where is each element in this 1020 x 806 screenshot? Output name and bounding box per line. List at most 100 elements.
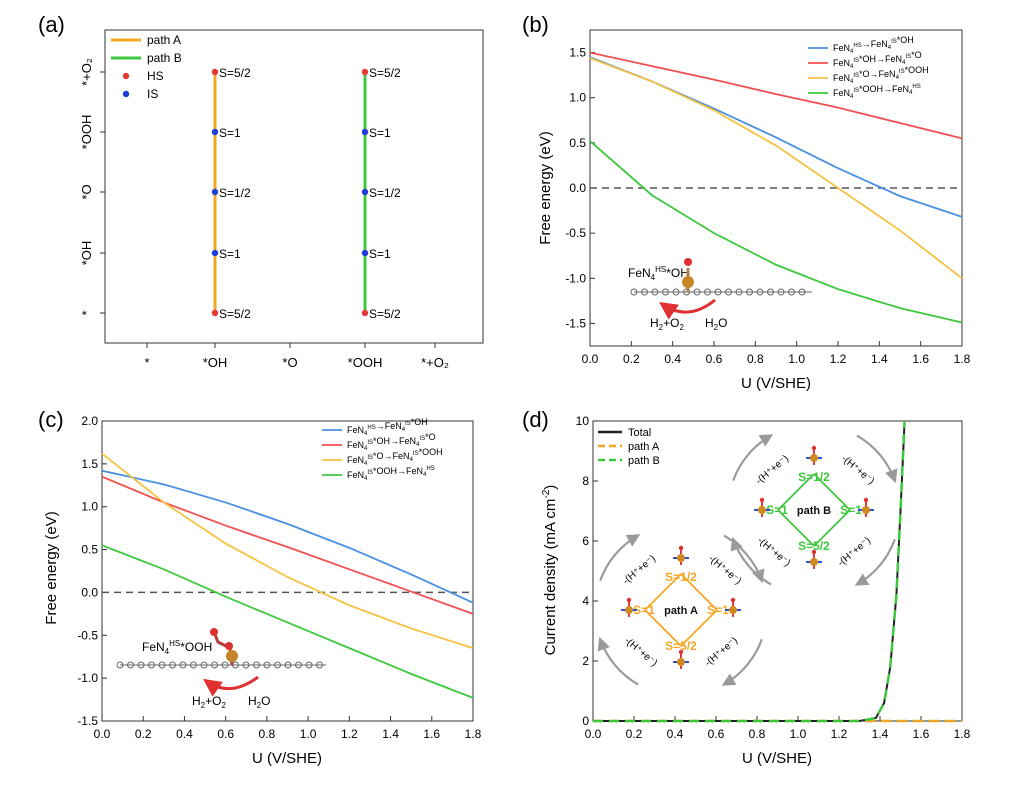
panel-a-legend-label: path A <box>147 33 181 47</box>
panel-a-spin-point <box>361 309 369 317</box>
panel-d-legend: Total path A path B <box>598 427 660 467</box>
pd-x-tick-label: 1.2 <box>831 727 848 741</box>
pd-path-a-molecule-o <box>626 597 632 603</box>
panel-c-fe-atom <box>226 650 238 662</box>
panel-label-a: (a) <box>38 12 65 37</box>
pc-x-tick-label: 1.4 <box>382 727 399 741</box>
pd-path-a-cycle-name: path A <box>664 605 698 617</box>
panel-b-product-h2o2: H2+O2 <box>650 316 684 332</box>
panel-a-spin-label: S=1 <box>369 126 391 140</box>
panel-d-y-axis-label: Current density (mA cm-2) <box>541 485 559 656</box>
pd-path-b-step-label: -(H⁺+e⁻) <box>839 453 876 487</box>
pd-x-tick-label: 1.4 <box>872 727 889 741</box>
pb-y-tick-label: 1.0 <box>569 91 586 105</box>
panel-a-y-ticks: * *OH *O *OOH *+O₂ <box>79 58 105 316</box>
pc-y-tick-label: 1.0 <box>81 500 98 514</box>
pb-x-tick-label: 0.4 <box>664 352 681 366</box>
pd-path-b-spin-bottom: S=5/2 <box>798 539 830 553</box>
panel-d-axes: 0.0 0.2 0.4 0.6 0.8 1.0 1.2 1.4 1.6 1.8 0 2 4 6 8 10 <box>576 414 971 741</box>
pd-path-b-spin-left: S=1 <box>766 503 788 517</box>
pd-path-a-molecule-o <box>730 597 736 603</box>
pd-path-a-step-label: -(H⁺+e⁻) <box>622 635 659 669</box>
pd-y-tick-label: 4 <box>582 594 589 608</box>
pd-path-a-spin-bottom: S=5/2 <box>665 639 697 653</box>
panel-a-spin-point <box>361 188 369 196</box>
pb-x-tick-label: 0.2 <box>623 352 640 366</box>
pb-x-tick-label: 1.0 <box>788 352 805 366</box>
panel-a-spin-point <box>361 249 369 257</box>
pd-path-b-diamond-edge <box>777 509 815 547</box>
pb-y-tick-label: 0.5 <box>569 136 586 150</box>
pb-series-line <box>589 56 963 218</box>
panel-b-x-axis-label: U (V/SHE) <box>741 375 811 392</box>
panel-c-inset: FeN4HS*OOH H2+O2 H2O <box>116 628 326 710</box>
panel-a-x-tick-label: *OH <box>203 355 228 370</box>
pc-y-tick-label: -1.5 <box>77 714 98 728</box>
pb-y-tick-label: -1.0 <box>565 271 586 285</box>
pd-path-b-molecule-fe <box>810 454 818 462</box>
pd-path-b-cycle-arc <box>856 434 898 484</box>
pd-path-b-step-label: -(H⁺+e⁻) <box>755 535 792 569</box>
pd-path-b-molecule-fe <box>810 558 818 566</box>
panel-a-legend-label: HS <box>147 69 164 83</box>
pd-path-b-molecule-o <box>811 445 817 451</box>
pd-path-a-step-label: -(H⁺+e⁻) <box>621 553 658 587</box>
panel-label-d: (d) <box>522 407 549 432</box>
pc-legend-label: FeN4IS*OH→FeN4IS*O <box>347 432 436 452</box>
pd-path-b-diamond-edge <box>813 473 851 511</box>
pb-legend-label: FeN4HS→FeN4IS*OH <box>833 35 914 55</box>
pd-y-tick-label: 2 <box>582 654 589 668</box>
pb-x-tick-label: 1.2 <box>830 352 847 366</box>
pc-y-tick-label: -1.0 <box>77 671 98 685</box>
pd-path-a-cycle-arc <box>597 636 639 686</box>
pd-legend-label: path B <box>628 455 660 467</box>
pb-x-tick-label: 0.8 <box>747 352 764 366</box>
panel-a-y-tick-label: *OH <box>79 241 94 266</box>
pc-x-tick-label: 0.8 <box>259 727 276 741</box>
pd-legend-label: path A <box>628 441 660 453</box>
pd-path-b-molecule-fe <box>862 506 870 514</box>
pb-x-tick-label: 0.0 <box>582 352 599 366</box>
panel-c-y-axis-label: Free energy (eV) <box>43 511 60 624</box>
pc-x-tick-label: 0.6 <box>217 727 234 741</box>
pc-y-tick-label: 1.5 <box>81 457 98 471</box>
panel-a-x-tick-label: *OOH <box>348 355 383 370</box>
pb-legend-label: FeN4IS*OH→FeN4IS*O <box>833 50 922 70</box>
pb-series-line <box>589 51 963 140</box>
panel-a-spin-label: S=1 <box>219 247 241 261</box>
panel-b-legend: FeN4HS→FeN4IS*OHFeN4IS*OH→FeN4IS*OFeN4IS… <box>808 35 929 100</box>
panel-c-o-atom-1 <box>225 642 233 650</box>
pb-series-line <box>589 140 963 324</box>
pb-x-tick-label: 1.4 <box>871 352 888 366</box>
pd-path-a-spin-top: S=1/2 <box>665 570 697 584</box>
panel-a-y-tick-label: *+O₂ <box>79 58 94 86</box>
panel-c-reaction-arrow <box>203 675 259 697</box>
pd-path-b-molecule-o <box>759 497 765 503</box>
panel-a-spin-point <box>211 309 219 317</box>
panel-a-y-tick-label: * <box>79 310 94 315</box>
panel-d-series <box>593 420 962 723</box>
pd-path-a-diamond-edge <box>680 573 718 611</box>
panel-a-spin-point <box>211 128 219 136</box>
pd-path-b-step-label: -(H⁺+e⁻) <box>754 453 791 487</box>
panel-a-spin-label: S=5/2 <box>369 307 401 321</box>
pd-y-tick-label: 10 <box>576 414 590 428</box>
pd-path-a-step-label: -(H⁺+e⁻) <box>703 635 740 669</box>
panel-b: Free energy (eV) U (V/SHE) 0.0 0.2 0.4 0.6 0… <box>537 29 971 392</box>
pd-path-a-step-label: -(H⁺+e⁻) <box>706 553 743 587</box>
panel-b-reaction-arrow <box>659 298 716 320</box>
pc-x-tick-label: 0.2 <box>135 727 152 741</box>
pc-x-tick-label: 1.8 <box>465 727 482 741</box>
panel-b-fe-atom <box>682 276 694 288</box>
panel-b-y-axis-label: Free energy (eV) <box>537 131 554 244</box>
pd-y-tick-label: 0 <box>582 714 589 728</box>
pc-legend-label: FeN4HS→FeN4IS*OH <box>347 417 428 437</box>
pd-path-b-cycle-arc <box>732 434 774 481</box>
pc-y-tick-label: 0.5 <box>81 543 98 557</box>
panel-a-spin-point <box>361 68 369 76</box>
panel-a-legend-label: path B <box>147 51 182 65</box>
pd-path-a-diamond-edge <box>680 609 718 647</box>
pc-y-tick-label: 2.0 <box>81 414 98 428</box>
pb-x-tick-label: 1.8 <box>954 352 971 366</box>
pd-path-a-molecule-fe <box>677 658 685 666</box>
